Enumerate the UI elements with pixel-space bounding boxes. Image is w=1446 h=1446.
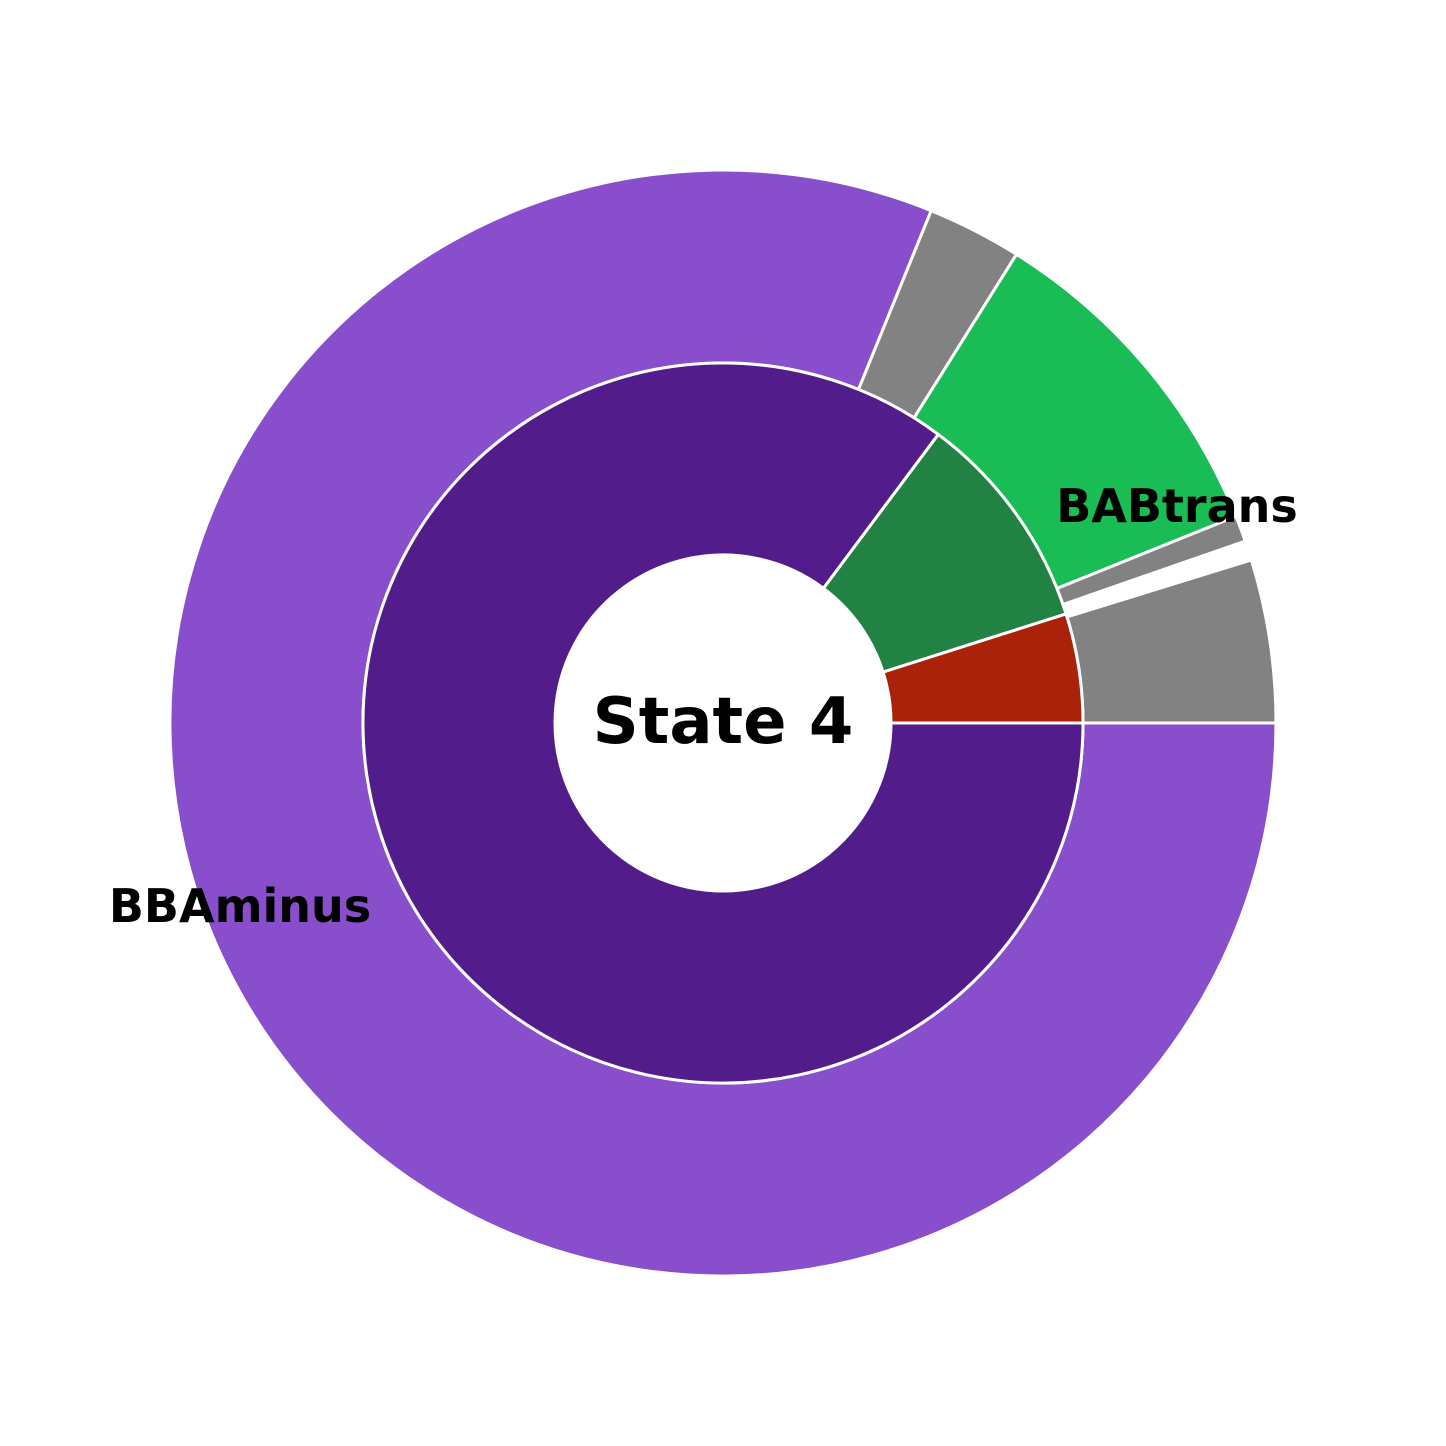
- center-label: State 4: [593, 685, 854, 759]
- outer-slice-label-babtrans: BABtrans: [1056, 479, 1298, 533]
- outer-ring: [168, 168, 1278, 1278]
- inner-slice-1: [821, 432, 1068, 674]
- inner-slice-0: [361, 361, 1085, 1085]
- inner-ring: [361, 361, 1085, 1085]
- outer-slice-label-bbaminus: BBAminus: [109, 879, 371, 933]
- inner-slice-2: [881, 612, 1085, 725]
